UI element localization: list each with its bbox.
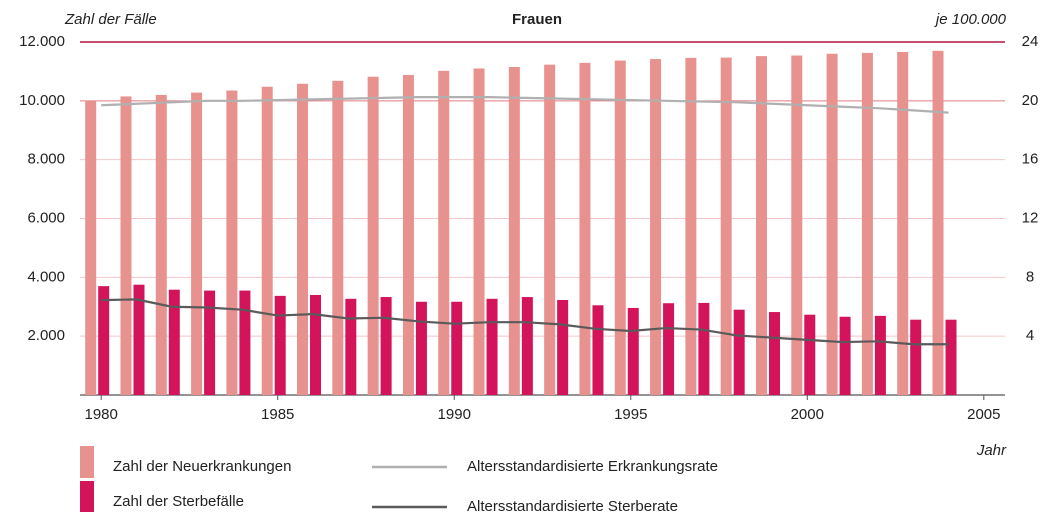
bar	[261, 86, 273, 396]
legend-label: Zahl der Neuerkrankungen	[113, 458, 291, 475]
bar	[274, 295, 286, 395]
bar	[557, 299, 569, 395]
y-tick-label: 8.000	[27, 151, 65, 168]
bar	[226, 90, 238, 395]
bar	[155, 94, 167, 395]
y2-tick-label: 20	[1022, 92, 1039, 109]
bar	[910, 319, 922, 395]
x-tick-label: 1985	[261, 406, 294, 423]
bar	[297, 83, 309, 395]
bar	[945, 319, 957, 395]
bar	[592, 305, 604, 395]
bar	[861, 52, 873, 396]
y-tick-label: 10.000	[19, 92, 65, 109]
chart-title: Frauen	[512, 11, 562, 28]
bar	[755, 56, 767, 396]
bar	[133, 284, 145, 395]
bar	[367, 76, 379, 395]
x-tick-label: 1995	[614, 406, 647, 423]
x-tick-label: 2005	[967, 406, 1000, 423]
bar	[791, 55, 803, 395]
bar	[451, 301, 463, 395]
bar	[120, 96, 132, 395]
y2-tick-label: 8	[1026, 268, 1034, 285]
bar	[521, 297, 533, 395]
bar	[98, 286, 110, 395]
bar	[415, 301, 427, 395]
bar	[486, 298, 498, 395]
y2-tick-label: 24	[1022, 33, 1039, 50]
bar	[932, 50, 944, 395]
bar	[239, 290, 251, 395]
bar	[720, 57, 732, 396]
bar	[839, 316, 851, 395]
legend-label: Altersstandardisierte Erkrankungsrate	[467, 458, 718, 475]
x-tick-label: 2000	[791, 406, 824, 423]
bar	[650, 59, 662, 395]
bar	[508, 67, 520, 396]
bar	[380, 297, 392, 395]
bar	[663, 303, 675, 395]
y2-tick-label: 16	[1022, 151, 1039, 168]
legend-swatch	[80, 481, 94, 512]
bar	[204, 290, 216, 395]
bar	[332, 80, 344, 395]
legend-label: Altersstandardisierte Sterberate	[467, 498, 678, 512]
bar	[874, 315, 886, 395]
bar	[402, 74, 414, 396]
legend-label: Zahl der Sterbefälle	[113, 493, 244, 510]
x-axis-label: Jahr	[976, 442, 1007, 459]
bar	[826, 53, 838, 396]
y2-axis-label: je 100.000	[934, 11, 1007, 28]
line	[101, 298, 949, 346]
bar	[168, 289, 180, 395]
y2-tick-label: 12	[1022, 209, 1039, 226]
y-tick-label: 4.000	[27, 268, 65, 285]
bar	[733, 309, 745, 395]
bar	[614, 60, 626, 395]
bar	[544, 64, 556, 396]
y-axis-label: Zahl der Fälle	[64, 11, 157, 28]
bar	[685, 57, 697, 395]
legend-swatch	[80, 446, 94, 478]
y-tick-label: 12.000	[19, 33, 65, 50]
bar	[804, 314, 816, 395]
bar	[579, 62, 591, 395]
x-tick-label: 1980	[84, 406, 117, 423]
line	[101, 96, 949, 114]
bar	[768, 312, 780, 395]
x-tick-label: 1990	[438, 406, 471, 423]
bar	[345, 298, 357, 395]
bar	[438, 70, 450, 395]
bar	[85, 100, 97, 395]
bar	[473, 68, 485, 395]
bar	[698, 302, 710, 395]
bar	[897, 52, 909, 395]
y-tick-label: 6.000	[27, 209, 65, 226]
y-tick-label: 2.000	[27, 327, 65, 344]
bar	[627, 307, 639, 395]
bar	[191, 92, 203, 395]
y2-tick-label: 4	[1026, 327, 1034, 344]
bar	[310, 294, 322, 395]
